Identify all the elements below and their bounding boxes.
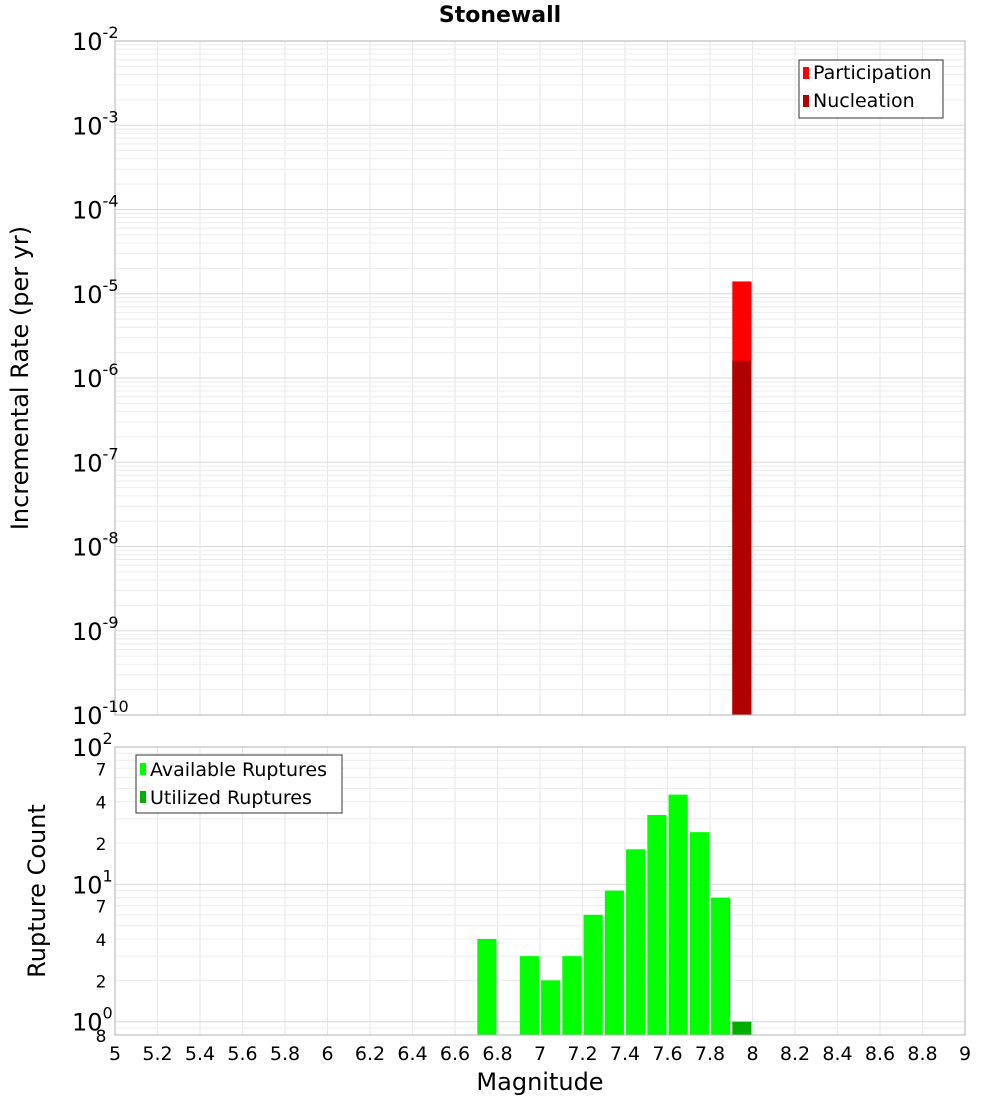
y-tick-label-1: 10-9 [72, 613, 119, 646]
bar-available-ruptures-7.35 [604, 890, 624, 1035]
top-legend-box [798, 59, 944, 119]
legend-swatch-participation [803, 67, 809, 79]
bottom-legend-box [135, 754, 343, 814]
x-tick-label-8-8: 8.8 [907, 1043, 937, 1065]
x-tick-label-8-4: 8.4 [822, 1043, 852, 1065]
y-tick-label-5: 101 [72, 866, 113, 899]
x-tick-label-6-2: 6.2 [355, 1043, 385, 1065]
legend-label-participation: Participation [813, 62, 932, 84]
y-tick-label-8: 10-2 [72, 23, 119, 56]
top-panel-bars [732, 281, 752, 715]
y-tick-label-0: 8 [96, 1027, 107, 1047]
x-tick-label-7-8: 7.8 [695, 1043, 725, 1065]
y-tick-label-3: 4 [96, 931, 107, 951]
y-tick-label-6: 10-4 [72, 192, 119, 225]
bar-available-ruptures-7.75 [689, 832, 709, 1035]
x-axis-label: Magnitude [476, 1068, 603, 1096]
bottom-y-axis-label: Rupture Count [23, 804, 51, 978]
x-tick-label-5: 5 [109, 1043, 121, 1065]
bar-available-ruptures-7.45 [626, 849, 646, 1035]
x-tick-label-8: 8 [746, 1043, 758, 1065]
x-tick-label-7: 7 [534, 1043, 546, 1065]
x-tick-labels: 5 5.2 5.4 5.6 5.8 6 6.2 6.4 6.6 6.8 7 7.2 7.4 7.6 7.8 8… [109, 1043, 971, 1065]
x-tick-label-6: 6 [321, 1043, 333, 1065]
top-legend: Participation Nucleation [798, 59, 944, 119]
x-tick-label-5-4: 5.4 [185, 1043, 215, 1065]
legend-swatch-nucleation [803, 95, 809, 107]
x-tick-label-9: 9 [959, 1043, 971, 1065]
x-tick-label-8-2: 8.2 [780, 1043, 810, 1065]
y-tick-label-4: 7 [96, 898, 107, 918]
bar-available-ruptures-6.95 [519, 956, 539, 1035]
x-tick-label-5-2: 5.2 [142, 1043, 172, 1065]
bar-available-ruptures-7.55 [647, 814, 667, 1035]
bar-available-ruptures-7.65 [668, 794, 688, 1035]
y-tick-label-1: 100 [72, 1004, 113, 1037]
x-tick-label-6-4: 6.4 [397, 1043, 427, 1065]
bottom-plot-frame [114, 746, 966, 1036]
bar-nucleation-7.95 [732, 360, 752, 715]
y-tick-label-7: 4 [96, 794, 107, 814]
y-tick-label-9: 102 [72, 729, 113, 762]
y-tick-label-4: 10-6 [72, 360, 119, 393]
x-tick-label-5-6: 5.6 [227, 1043, 257, 1065]
chart-title: Stonewall [439, 3, 561, 28]
bottom-panel-bars [477, 794, 752, 1035]
y-tick-label-2: 2 [96, 972, 107, 992]
x-tick-label-7-2: 7.2 [567, 1043, 597, 1065]
y-tick-label-8: 7 [96, 760, 107, 780]
x-tick-label-5-8: 5.8 [270, 1043, 300, 1065]
y-tick-label-5: 10-5 [72, 276, 119, 309]
y-tick-label-0: 10-10 [72, 697, 129, 730]
bar-available-ruptures-7.05 [541, 980, 561, 1035]
legend-swatch-utilized-ruptures [140, 791, 146, 803]
x-tick-label-6-8: 6.8 [482, 1043, 512, 1065]
legend-label-available-ruptures: Available Ruptures [150, 759, 327, 781]
bar-available-ruptures-7.25 [583, 914, 603, 1035]
x-tick-label-7-4: 7.4 [610, 1043, 640, 1065]
top-plot-frame [114, 40, 966, 716]
x-tick-label-8-6: 8.6 [865, 1043, 895, 1065]
bar-available-ruptures-6.75 [477, 939, 497, 1035]
top-panel-grid [114, 40, 966, 716]
bar-utilized-ruptures-7.95 [732, 1021, 752, 1035]
bar-available-ruptures-7.85 [711, 897, 731, 1035]
y-tick-label-7: 10-3 [72, 107, 119, 140]
legend-swatch-available-ruptures [140, 763, 146, 775]
y-tick-label-3: 10-7 [72, 444, 119, 477]
y-tick-label-6: 2 [96, 835, 107, 855]
x-tick-label-7-6: 7.6 [652, 1043, 682, 1065]
y-tick-label-2: 10-8 [72, 529, 119, 562]
top-y-axis-label: Incremental Rate (per yr) [6, 226, 34, 530]
legend-label-nucleation: Nucleation [813, 90, 915, 112]
legend-label-utilized-ruptures: Utilized Ruptures [150, 787, 312, 809]
bottom-legend: Available Ruptures Utilized Ruptures [135, 754, 343, 814]
x-tick-label-6-6: 6.6 [440, 1043, 470, 1065]
top-y-tick-labels: 10-10 10-9 10-8 10-7 10-6 10-5 10-4 10-3 10-2 [72, 23, 129, 730]
bar-available-ruptures-7.15 [562, 956, 582, 1035]
